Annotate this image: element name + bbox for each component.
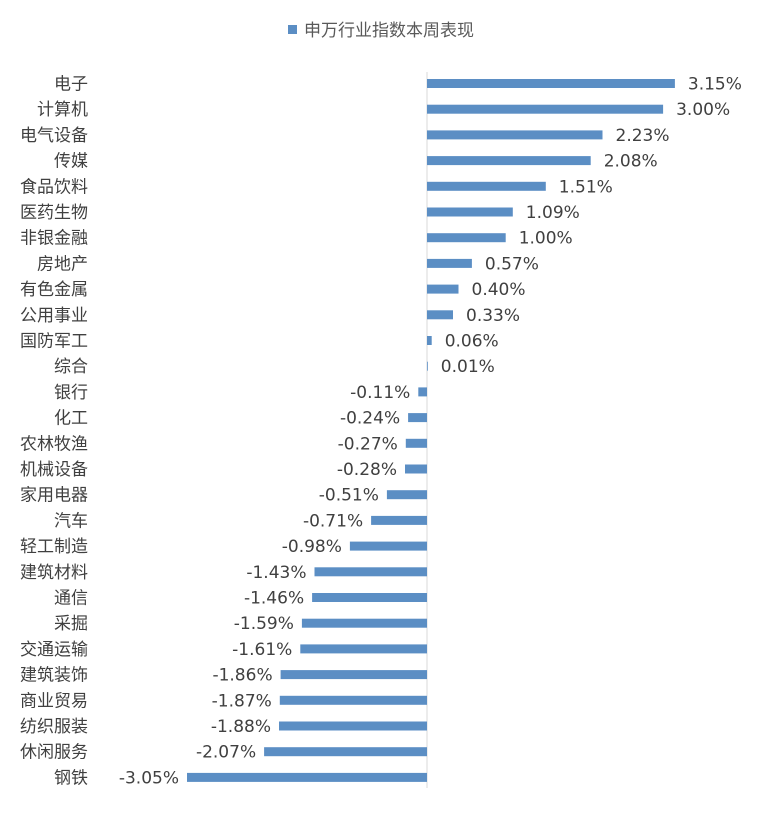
category-labels: 电子计算机电气设备传媒食品饮料医药生物非银金融房地产有色金属公用事业国防军工综合… — [20, 75, 88, 789]
category-label: 建筑装饰 — [20, 666, 88, 686]
value-label: 0.01% — [441, 357, 495, 377]
bar — [264, 747, 427, 757]
value-label: -1.59% — [234, 614, 294, 634]
bar — [280, 670, 427, 680]
value-label: -1.61% — [232, 640, 292, 660]
value-label: -0.28% — [337, 460, 397, 480]
bar — [300, 644, 427, 654]
value-label: -0.98% — [282, 537, 342, 557]
bar — [427, 284, 459, 294]
category-label: 公用事业 — [20, 306, 88, 326]
category-label: 轻工制造 — [20, 537, 88, 557]
value-label: -1.46% — [244, 589, 304, 609]
category-label: 汽车 — [54, 511, 88, 531]
category-label: 通信 — [54, 589, 88, 609]
category-label: 休闲服务 — [20, 743, 88, 763]
bar — [312, 593, 427, 602]
bar — [405, 464, 427, 474]
value-labels: 3.15% 3.00% 2.23% 2.08% 1.51% 1.09% 1.00% 0.57%… — [119, 75, 742, 789]
category-label: 有色金属 — [20, 280, 88, 300]
category-label: 化工 — [54, 409, 88, 429]
value-label: -1.86% — [212, 666, 272, 686]
category-label: 计算机 — [37, 100, 88, 120]
bar — [427, 156, 591, 166]
category-label: 医药生物 — [20, 203, 88, 223]
value-label: -0.24% — [340, 409, 400, 429]
legend: 申万行业指数本周表现 — [288, 21, 474, 41]
category-label: 电子 — [54, 75, 88, 95]
bar — [427, 130, 603, 140]
value-label: 3.00% — [676, 100, 730, 120]
value-label: -0.51% — [319, 486, 379, 506]
bar — [279, 721, 427, 731]
bar — [427, 258, 472, 268]
category-label: 综合 — [54, 357, 88, 377]
value-label: 0.33% — [466, 306, 520, 326]
category-label: 传媒 — [54, 152, 88, 172]
bar — [427, 207, 513, 217]
category-label: 商业贸易 — [20, 691, 88, 711]
category-label: 纺织服装 — [20, 717, 88, 737]
bar — [408, 413, 427, 423]
value-label: -0.11% — [350, 383, 410, 403]
legend-label: 申万行业指数本周表现 — [304, 21, 474, 41]
value-label: -1.43% — [246, 563, 306, 583]
value-label: 1.51% — [559, 177, 613, 197]
bar — [386, 490, 427, 500]
value-label: -1.88% — [211, 717, 271, 737]
value-label: -2.07% — [196, 743, 256, 763]
bar — [427, 104, 664, 114]
bar — [427, 79, 675, 88]
bar — [427, 233, 506, 243]
category-label: 农林牧渔 — [20, 434, 88, 454]
bar — [427, 310, 453, 320]
value-label: 0.57% — [485, 254, 539, 274]
bar — [427, 361, 428, 371]
value-label: 2.08% — [604, 152, 658, 172]
bar — [405, 438, 427, 448]
category-label: 房地产 — [37, 254, 88, 274]
bar — [427, 181, 546, 191]
bars-group — [187, 79, 675, 782]
value-label: -0.27% — [338, 434, 398, 454]
value-label: 0.40% — [472, 280, 526, 300]
category-label: 银行 — [54, 383, 88, 403]
category-label: 采掘 — [54, 614, 88, 634]
bar — [187, 772, 427, 782]
bar — [418, 387, 427, 397]
value-label: 1.00% — [519, 229, 573, 249]
bar — [301, 618, 427, 628]
category-label: 交通运输 — [20, 640, 88, 660]
value-label: 1.09% — [526, 203, 580, 223]
bar — [349, 541, 427, 551]
category-label: 家用电器 — [20, 486, 88, 506]
category-label: 非银金融 — [20, 229, 88, 249]
value-label: -3.05% — [119, 768, 179, 788]
category-label: 食品饮料 — [20, 177, 88, 197]
category-label: 国防军工 — [20, 332, 88, 352]
bar — [371, 515, 427, 525]
value-label: -1.87% — [212, 691, 272, 711]
value-label: 3.15% — [688, 75, 742, 95]
bar — [279, 695, 427, 705]
bar — [427, 336, 432, 345]
category-label: 钢铁 — [54, 768, 88, 788]
value-label: 2.23% — [616, 126, 670, 146]
value-label: 0.06% — [445, 332, 499, 352]
category-label: 建筑材料 — [20, 563, 88, 583]
category-label: 电气设备 — [20, 126, 88, 146]
category-label: 机械设备 — [20, 460, 88, 480]
bar — [314, 567, 427, 577]
legend-swatch — [288, 25, 297, 34]
value-label: -0.71% — [303, 511, 363, 531]
